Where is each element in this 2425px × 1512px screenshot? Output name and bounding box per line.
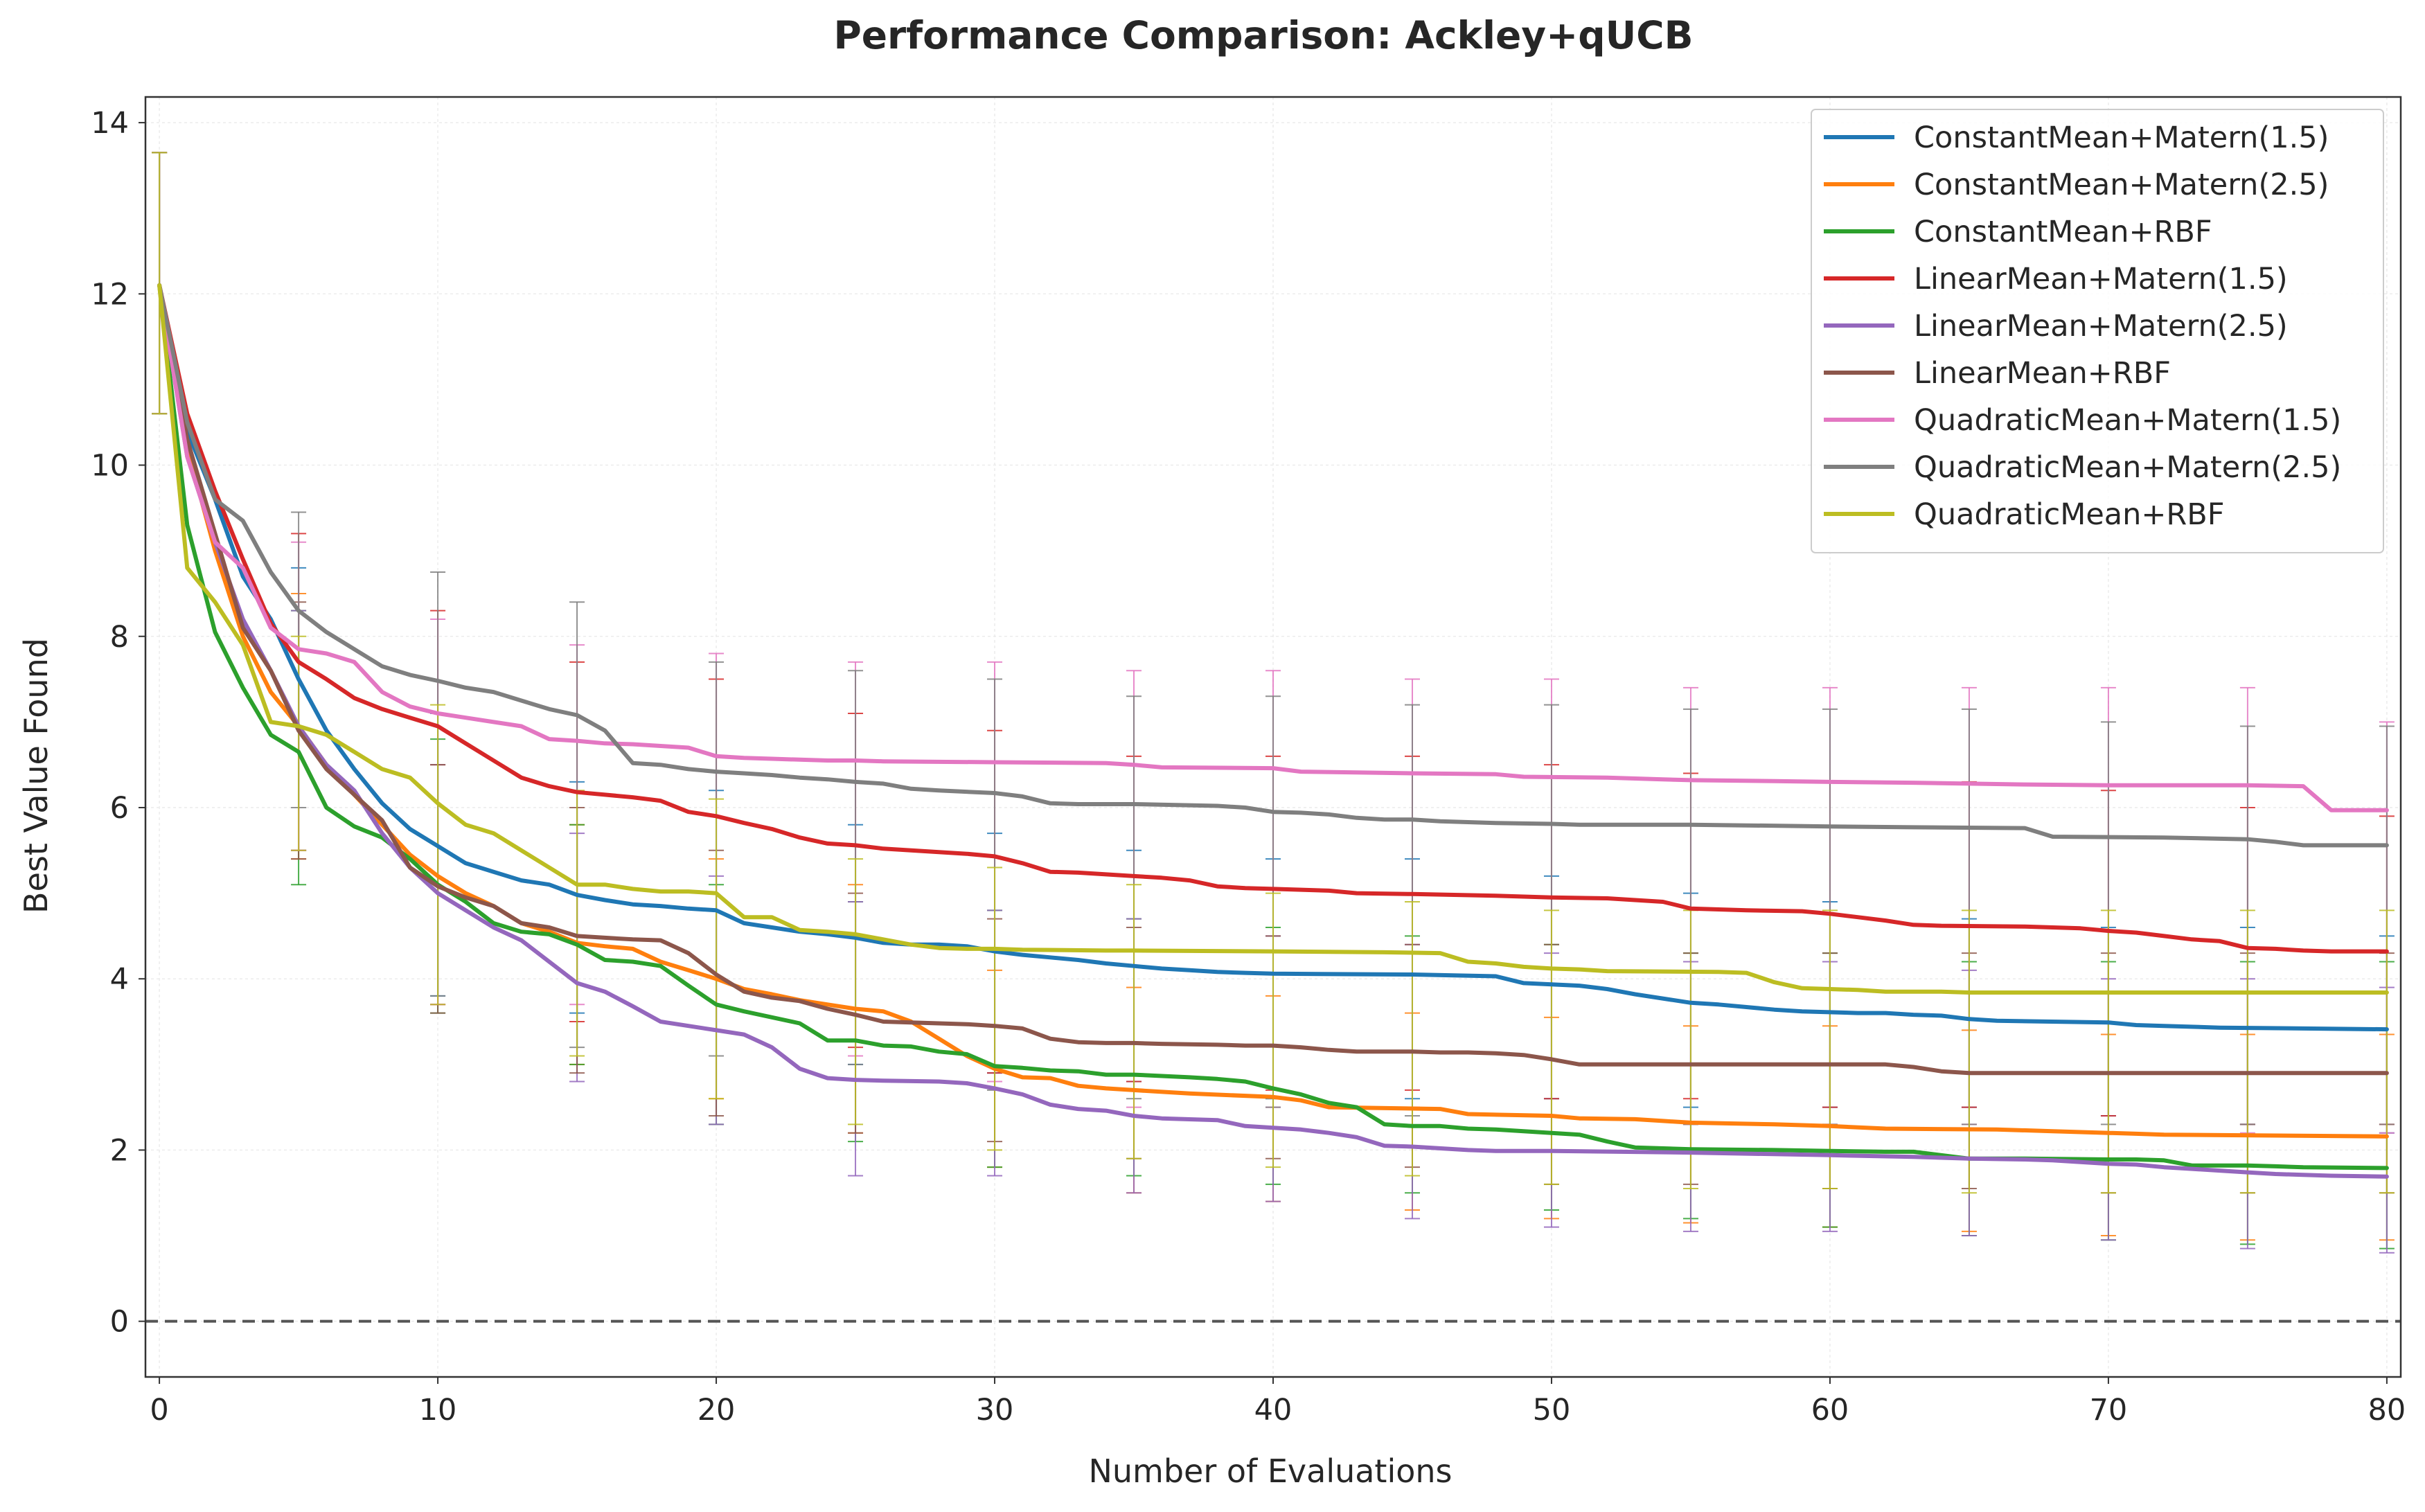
x-tick-label: 0: [150, 1393, 168, 1427]
x-axis-label: Number of Evaluations: [1088, 1452, 1452, 1490]
legend-label: QuadraticMean+Matern(2.5): [1914, 450, 2341, 485]
x-tick-label: 30: [976, 1393, 1014, 1427]
y-tick-label: 14: [91, 106, 129, 141]
legend-label: QuadraticMean+Matern(1.5): [1914, 403, 2341, 438]
y-axis-label: Best Value Found: [17, 638, 55, 914]
x-tick-label: 50: [1533, 1393, 1571, 1427]
legend-label: QuadraticMean+RBF: [1914, 497, 2225, 532]
x-tick-label: 40: [1254, 1393, 1293, 1427]
y-tick-label: 6: [110, 791, 129, 826]
y-tick-label: 0: [110, 1305, 129, 1340]
x-tick-label: 80: [2368, 1393, 2406, 1427]
chart-title: Performance Comparison: Ackley+qUCB: [833, 13, 1693, 57]
legend-label: LinearMean+Matern(2.5): [1914, 309, 2288, 344]
legend-label: ConstantMean+RBF: [1914, 215, 2212, 249]
series-line-3: [157, 283, 2389, 1171]
legend: ConstantMean+Matern(1.5) ConstantMean+Mat…: [1811, 109, 2384, 553]
x-tick-label: 60: [1811, 1393, 1849, 1427]
series-line-1: [157, 283, 2389, 1032]
x-tick-label: 20: [698, 1393, 736, 1427]
series-line-5: [157, 283, 2389, 1179]
y-tick-label: 8: [110, 620, 129, 655]
y-axis-ticks: 0 2 4 6 8 10 12 14: [91, 106, 145, 1340]
y-tick-label: 2: [110, 1133, 129, 1168]
series-line-7: [157, 283, 2389, 812]
series-line-9: [157, 283, 2389, 995]
legend-label: LinearMean+RBF: [1914, 356, 2171, 391]
y-tick-label: 12: [91, 277, 129, 312]
legend-box: [1811, 109, 2384, 553]
legend-label: ConstantMean+Matern(2.5): [1914, 168, 2329, 202]
x-axis-ticks: 0 10 20 30 40 50 60 70 80: [150, 1377, 2406, 1427]
x-tick-label: 10: [419, 1393, 457, 1427]
series-line-8: [157, 283, 2389, 848]
legend-label: LinearMean+Matern(1.5): [1914, 262, 2288, 296]
series-line-4: [157, 283, 2389, 954]
legend-label: ConstantMean+Matern(1.5): [1914, 121, 2329, 155]
series-line-6: [157, 283, 2389, 1076]
series-lines: [157, 283, 2389, 1179]
y-tick-label: 10: [91, 449, 129, 483]
x-tick-label: 70: [2090, 1393, 2128, 1427]
y-tick-label: 4: [110, 962, 129, 997]
